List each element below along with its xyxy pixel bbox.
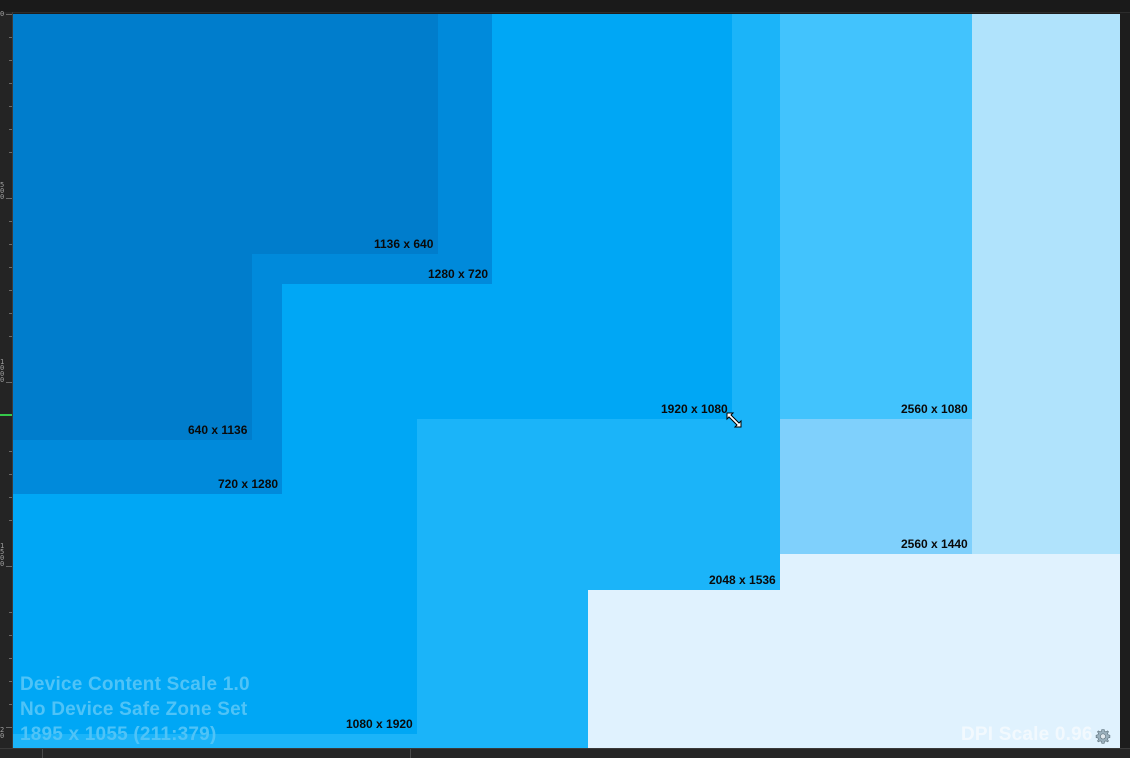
resolution-label-720x1280: 720 x 1280 [218,477,279,491]
ruler-tick [9,290,12,291]
device-content-scale-text: Device Content Scale 1.0 [20,674,250,695]
ruler-label: 0 [0,10,5,18]
ruler-tick [9,497,12,498]
ruler-tick [6,727,12,728]
status-separator [410,749,411,758]
resolution-label-2560x1440: 2560 x 1440 [901,537,968,551]
resolution-ratio-text: 1895 x 1055 (211:379) [20,724,217,745]
ruler-label: 5 0 0 [0,181,5,201]
ruler-tick [9,60,12,61]
ruler-label: 1 0 0 0 [0,358,5,384]
resolution-label-2560x1080: 2560 x 1080 [901,402,968,416]
resolution-label-1080x1920: 1080 x 1920 [346,717,413,731]
ruler-tick [9,221,12,222]
status-separator [42,749,43,758]
top-toolbar [0,0,1130,13]
resolution-label-2048x1536: 2048 x 1536 [709,573,776,587]
ruler-tick [9,83,12,84]
ruler-tick [9,635,12,636]
ruler-tick [9,313,12,314]
ruler-position-marker [0,414,12,416]
dpi-scale-text: DPI Scale 0.96 [961,724,1093,745]
ruler-tick [9,37,12,38]
ruler-tick [9,267,12,268]
ruler-tick [9,244,12,245]
resolution-label-640x1136: 640 x 1136 [188,423,248,437]
ruler-label: 1 5 0 0 [0,542,5,568]
ruler-tick [9,612,12,613]
safe-zone-text: No Device Safe Zone Set [20,699,248,720]
ruler-tick [9,106,12,107]
ruler-tick [9,152,12,153]
ruler-tick [6,566,12,567]
resolution-label-1280x720: 1280 x 720 [428,267,489,281]
resolution-preview-viewport[interactable]: 1136 x 640 1280 x 720 640 x 1136 720 x 1… [13,14,1120,748]
ruler-tick [9,451,12,452]
ruler-tick [9,520,12,521]
gear-icon[interactable] [1094,728,1112,746]
ruler-tick [9,474,12,475]
resolution-rect-640x1136 [13,14,252,440]
ruler-tick [9,336,12,337]
ruler-tick [6,382,12,383]
ruler-tick [9,704,12,705]
ruler-label: 2 0 [0,726,5,740]
ruler-tick [9,658,12,659]
pale-right-region [972,14,1120,554]
resize-diagonal-cursor-icon [725,411,743,429]
ruler-tick [9,129,12,130]
resolution-label-1136x640: 1136 x 640 [374,237,434,251]
vertical-ruler[interactable]: 0 5 0 0 1 0 0 0 1 5 0 0 2 0 [0,10,13,757]
ruler-tick [9,681,12,682]
ruler-tick [6,14,12,15]
resolution-label-1920x1080: 1920 x 1080 [661,402,728,416]
ruler-tick [6,198,12,199]
bottom-status-bar [0,748,1130,758]
